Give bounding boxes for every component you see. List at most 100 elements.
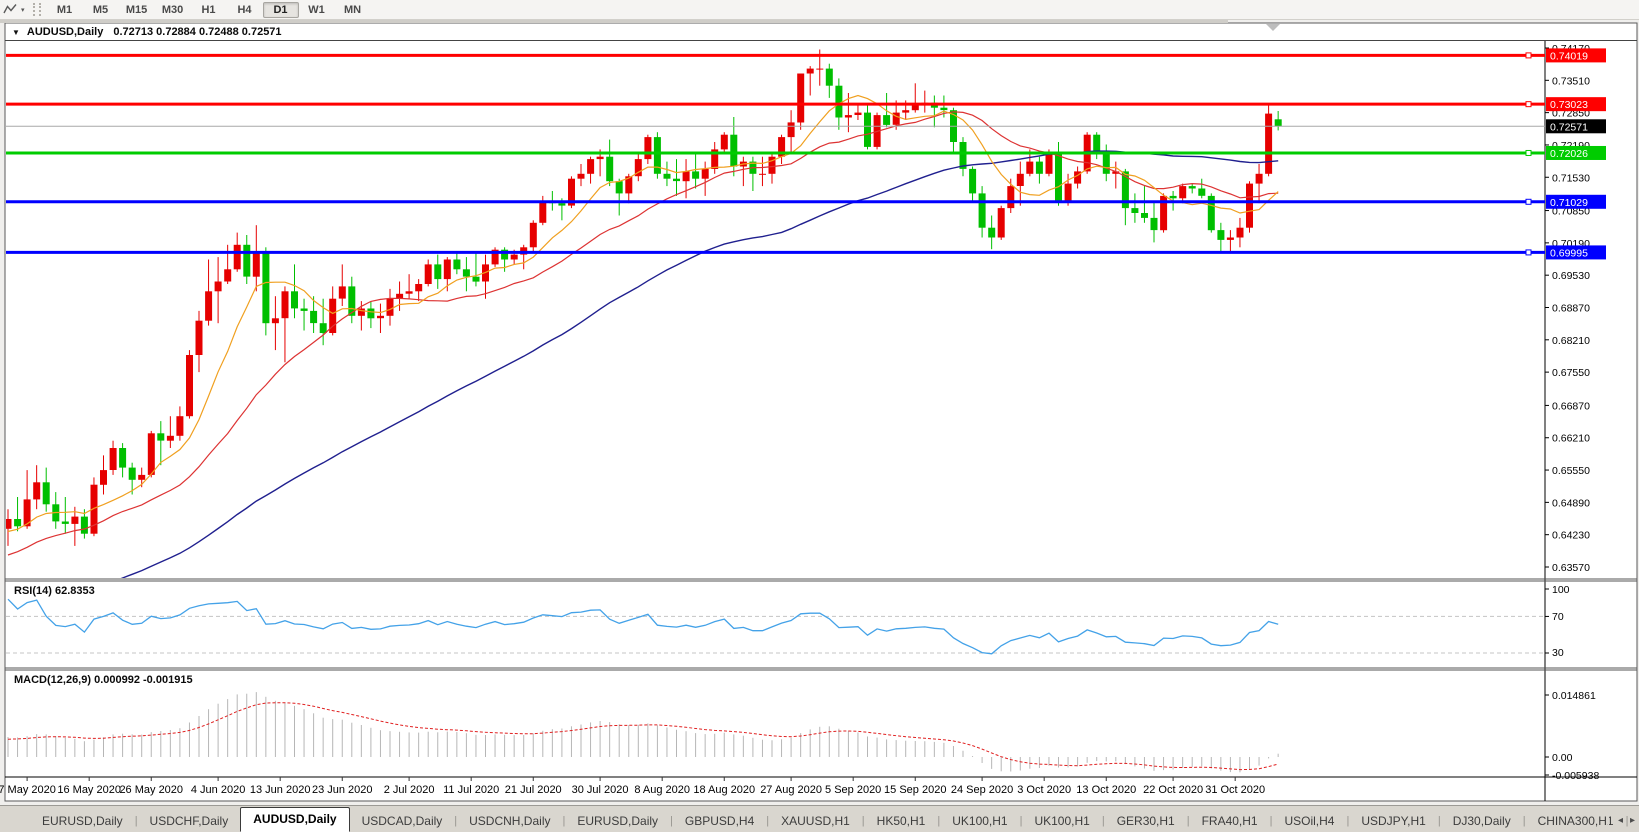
candle-body: [310, 310, 318, 324]
timeframe-button-M5[interactable]: M5: [92, 3, 109, 16]
date-label: 30 Jul 2020: [572, 784, 629, 796]
hline-badge[interactable]: [1546, 245, 1606, 260]
candle-body: [443, 259, 451, 280]
tab-GBPUSD-H4[interactable]: GBPUSD,H4: [684, 814, 755, 828]
candle-body: [1217, 230, 1225, 240]
candle-body: [138, 474, 146, 480]
candle-body: [147, 433, 155, 475]
candle-body: [1198, 188, 1206, 196]
tab-EURUSD-Daily[interactable]: EURUSD,Daily: [42, 814, 123, 828]
candle-body: [816, 68, 824, 70]
candle-body: [14, 519, 22, 527]
tab-AUDUSD-Daily[interactable]: AUDUSD,Daily: [240, 807, 350, 832]
date-label: 13 Jun 2020: [250, 784, 311, 796]
hline-badge[interactable]: [1546, 48, 1606, 63]
candle-body: [109, 448, 117, 470]
candle-body: [615, 181, 623, 194]
tab-USDCAD-Daily[interactable]: USDCAD,Daily: [361, 814, 443, 828]
timeframe-button-MN[interactable]: MN: [343, 3, 362, 16]
hline-handle[interactable]: [1525, 249, 1532, 256]
candle-body: [711, 149, 719, 169]
candle-body: [644, 137, 652, 160]
tab-XAUUSD-H1[interactable]: XAUUSD,H1: [781, 814, 850, 828]
candle-body: [730, 134, 738, 167]
candle-body: [1265, 113, 1273, 174]
hline-handle[interactable]: [1525, 101, 1532, 108]
rsi-axis-label: 30: [1552, 647, 1564, 659]
candle-body: [969, 168, 977, 194]
candle-body: [606, 156, 614, 182]
timeframe-button-D1[interactable]: D1: [262, 1, 299, 18]
tab-separator: |: [1019, 815, 1023, 827]
tabbar-arrows: ◂ ▸: [1606, 813, 1635, 827]
candle-body: [42, 482, 50, 505]
candle-body: [472, 276, 480, 282]
tab-DJ30-Daily[interactable]: DJ30,Daily: [1452, 814, 1511, 828]
candle-body: [166, 435, 174, 441]
macd-axis-label: -0.005938: [1552, 770, 1599, 782]
window-top-strip: [0, 20, 1228, 23]
candle-body: [778, 137, 786, 157]
hline-badge-label: 0.72026: [1550, 148, 1588, 160]
candle-body: [453, 259, 461, 270]
hline-handle[interactable]: [1525, 52, 1532, 59]
ma-fast-line: [7, 94, 1279, 533]
timeframe-button-H4[interactable]: H4: [237, 3, 252, 16]
hline-badge-label: 0.71029: [1550, 197, 1588, 209]
tab-USOil-H4[interactable]: USOil,H4: [1284, 814, 1335, 828]
tab-USDCHF-Daily[interactable]: USDCHF,Daily: [149, 814, 229, 828]
tab-UK100-H1[interactable]: UK100,H1: [1034, 814, 1090, 828]
tab-separator: |: [1437, 815, 1441, 827]
line-studies-icon[interactable]: [3, 3, 18, 16]
hline-badge[interactable]: [1546, 97, 1606, 112]
date-label: 2 Jul 2020: [384, 784, 435, 796]
tab-HK50-H1[interactable]: HK50,H1: [876, 814, 926, 828]
candle-body: [119, 448, 127, 468]
candle-body: [1112, 171, 1120, 174]
date-label: 21 Jul 2020: [505, 784, 562, 796]
candle-body: [405, 291, 413, 294]
candle-body: [577, 173, 585, 179]
candle-body: [1121, 171, 1129, 209]
tab-CHINA300-H1[interactable]: CHINA300,H1: [1537, 814, 1614, 828]
hline-badge[interactable]: [1546, 145, 1606, 160]
candle-body: [844, 115, 852, 118]
candle-body: [128, 467, 136, 480]
hline-handle[interactable]: [1525, 149, 1532, 156]
chart-plot[interactable]: 0.741700.735100.728500.721900.715300.708…: [0, 0, 1639, 805]
hline-handle[interactable]: [1525, 198, 1532, 205]
tab-UK100-H1[interactable]: UK100,H1: [952, 814, 1008, 828]
candle-body: [176, 416, 184, 436]
timeframe-button-M15[interactable]: M15: [125, 3, 148, 16]
tab-FRA40-H1[interactable]: FRA40,H1: [1201, 814, 1258, 828]
price-tick-label: 0.71530: [1552, 172, 1590, 184]
timeframe-button-W1[interactable]: W1: [308, 3, 325, 16]
candle-body: [663, 173, 671, 179]
tab-EURUSD-Daily[interactable]: EURUSD,Daily: [577, 814, 659, 828]
rsi-label: RSI(14) 62.8353: [14, 585, 95, 597]
date-label: 31 Oct 2020: [1205, 784, 1265, 796]
tab-GER30-H1[interactable]: GER30,H1: [1116, 814, 1175, 828]
timeframe-button-M1[interactable]: M1: [56, 3, 73, 16]
timeframe-button-H1[interactable]: H1: [201, 3, 216, 16]
toolbar-grip-handle[interactable]: [32, 3, 41, 16]
candle-body: [1274, 119, 1282, 127]
tab-USDJPY-H1[interactable]: USDJPY,H1: [1361, 814, 1426, 828]
tab-USDCNH-Daily[interactable]: USDCNH,Daily: [469, 814, 551, 828]
candle-body: [233, 244, 241, 270]
hline-badge[interactable]: [1546, 194, 1606, 209]
price-tick-label: 0.68210: [1552, 335, 1590, 347]
tabs-scroll-left-icon[interactable]: ◂: [1617, 814, 1623, 826]
candles-layer: [6, 49, 1282, 546]
tab-separator: |: [861, 815, 865, 827]
candle-body: [825, 68, 833, 86]
chart-collapse-icon[interactable]: ▼: [12, 27, 20, 37]
toolbar-dropdown-caret-icon[interactable]: ▾: [21, 6, 25, 14]
tabs-scroll-right-icon[interactable]: ▸: [1629, 814, 1635, 826]
chart-shift-marker-icon[interactable]: [1266, 24, 1280, 31]
candle-body: [1055, 151, 1062, 201]
candle-body: [319, 323, 327, 333]
candle-body: [1141, 213, 1148, 218]
candle-body: [1246, 183, 1253, 228]
timeframe-button-M30[interactable]: M30: [161, 3, 184, 16]
